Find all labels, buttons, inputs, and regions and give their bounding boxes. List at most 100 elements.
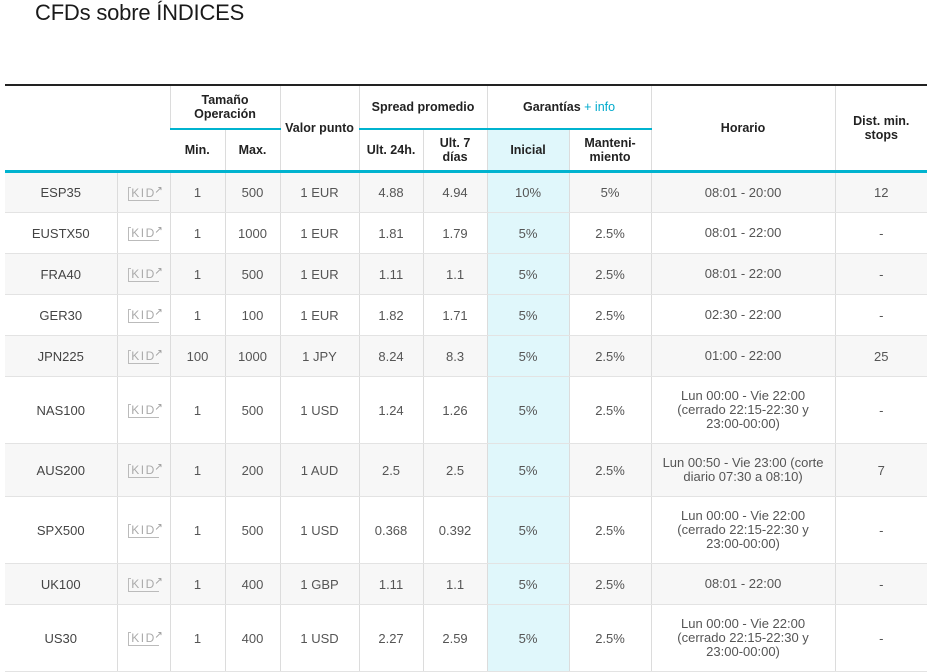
kid-document-link[interactable]: KID ↗ [128, 402, 163, 418]
garantia-mantenimiento-cell: 2.5% [568, 335, 652, 377]
dist-min-stops-cell: - [834, 496, 928, 564]
horario-cell: 08:01 - 22:00 [650, 563, 836, 605]
dist-min-stops-cell: 12 [834, 171, 928, 213]
kid-document-link[interactable]: KID ↗ [128, 184, 163, 201]
header-spread: Spread promedio [358, 85, 488, 130]
valor-punto-cell: 1 EUR [279, 171, 360, 213]
kid-document-link[interactable]: KID ↗ [128, 225, 163, 241]
min-cell: 1 [169, 212, 225, 254]
spread-24h-cell: 1.24 [358, 376, 424, 444]
max-cell: 400 [224, 604, 281, 672]
valor-punto-cell: 1 EUR [279, 253, 360, 295]
spread-7d-cell: 8.3 [422, 335, 488, 377]
external-link-icon: ↗ [154, 402, 163, 413]
header-ult24: Ult. 24h. [358, 129, 424, 173]
garantia-inicial-cell: 5% [486, 563, 570, 605]
dist-min-stops-cell: - [834, 212, 928, 254]
min-cell: 1 [169, 171, 225, 213]
spread-24h-cell: 1.11 [358, 253, 424, 295]
garantia-inicial-cell: 5% [486, 253, 570, 295]
garantia-mantenimiento-cell: 2.5% [568, 253, 652, 295]
kid-cell: KID ↗ [116, 443, 170, 497]
header-horario: Horario [650, 85, 836, 173]
instrument-name: AUS200 [5, 443, 117, 497]
max-cell: 500 [224, 253, 281, 295]
spread-24h-cell: 1.82 [358, 294, 424, 336]
horario-cell: Lun 00:50 - Vie 23:00 (corte diario 07:3… [650, 443, 836, 497]
kid-label: KID [131, 631, 156, 645]
valor-punto-cell: 1 USD [279, 604, 360, 672]
kid-cell: KID ↗ [116, 294, 170, 336]
kid-cell: KID ↗ [116, 376, 170, 444]
max-cell: 400 [224, 563, 281, 605]
instrument-name: ESP35 [5, 171, 117, 213]
external-link-icon: ↗ [154, 307, 163, 318]
horario-cell: Lun 00:00 - Vie 22:00 (cerrado 22:15-22:… [650, 496, 836, 564]
kid-label: KID [131, 308, 156, 322]
instrument-name: UK100 [5, 563, 117, 605]
kid-label: KID [131, 349, 156, 363]
max-cell: 1000 [224, 212, 281, 254]
kid-cell: KID ↗ [116, 496, 170, 564]
max-cell: 500 [224, 171, 281, 213]
kid-cell: KID ↗ [116, 335, 170, 377]
external-link-icon: ↗ [154, 522, 163, 533]
garantia-mantenimiento-cell: 5% [568, 171, 652, 213]
spread-24h-cell: 1.81 [358, 212, 424, 254]
garantia-inicial-cell: 5% [486, 335, 570, 377]
spread-7d-cell: 1.1 [422, 253, 488, 295]
table-row: AUS200 KID ↗ 1 200 1 AUD 2.5 2.5 5% 2.5% Lun 00:50… [5, 443, 928, 497]
external-link-icon: ↗ [154, 630, 163, 641]
horario-cell: 01:00 - 22:00 [650, 335, 836, 377]
spread-24h-cell: 0.368 [358, 496, 424, 564]
spread-7d-cell: 1.26 [422, 376, 488, 444]
table-row: JPN225 KID ↗ 100 1000 1 JPY 8.24 8.3 5% 2.5% 01:00… [5, 335, 928, 377]
min-cell: 1 [169, 253, 225, 295]
kid-document-link[interactable]: KID ↗ [128, 348, 163, 364]
table-row: FRA40 KID ↗ 1 500 1 EUR 1.11 1.1 5% 2.5% 08:01 - 2… [5, 253, 928, 295]
dist-min-stops-cell: - [834, 294, 928, 336]
spread-7d-cell: 4.94 [422, 171, 488, 213]
garantia-inicial-cell: 5% [486, 376, 570, 444]
kid-document-link[interactable]: KID ↗ [128, 462, 163, 478]
min-cell: 1 [169, 496, 225, 564]
garantias-info-link[interactable]: + info [584, 100, 616, 114]
spread-7d-cell: 2.5 [422, 443, 488, 497]
spread-7d-cell: 1.1 [422, 563, 488, 605]
max-cell: 500 [224, 496, 281, 564]
kid-label: KID [131, 577, 156, 591]
spread-7d-cell: 0.392 [422, 496, 488, 564]
kid-cell: KID ↗ [116, 563, 170, 605]
header-dist: Dist. min. stops [834, 85, 928, 173]
kid-cell: KID ↗ [116, 212, 170, 254]
header-min: Min. [170, 129, 225, 173]
valor-punto-cell: 1 USD [279, 496, 360, 564]
table-row: SPX500 KID ↗ 1 500 1 USD 0.368 0.392 5% 2.5% Lun 0… [5, 496, 928, 564]
indices-table: Tamaño Operación Valor punto Spread prom… [5, 84, 928, 672]
kid-cell: KID ↗ [116, 253, 170, 295]
max-cell: 100 [224, 294, 281, 336]
horario-cell: Lun 00:00 - Vie 22:00 (cerrado 22:15-22:… [650, 376, 836, 444]
dist-min-stops-cell: - [834, 604, 928, 672]
kid-document-link[interactable]: KID ↗ [128, 630, 163, 646]
dist-min-stops-cell: - [834, 253, 928, 295]
instrument-name: FRA40 [5, 253, 117, 295]
page-title: CFDs sobre ÍNDICES [35, 0, 245, 25]
garantia-inicial-cell: 5% [486, 496, 570, 564]
kid-document-link[interactable]: KID ↗ [128, 266, 163, 282]
dist-min-stops-cell: 25 [834, 335, 928, 377]
header-ult7: Ult. 7 días [422, 129, 488, 173]
kid-label: KID [131, 267, 156, 281]
kid-document-link[interactable]: KID ↗ [128, 576, 163, 592]
external-link-icon: ↗ [154, 184, 163, 196]
kid-document-link[interactable]: KID ↗ [128, 522, 163, 538]
min-cell: 1 [169, 376, 225, 444]
spread-24h-cell: 8.24 [358, 335, 424, 377]
kid-label: KID [131, 463, 156, 477]
valor-punto-cell: 1 GBP [279, 563, 360, 605]
dist-min-stops-cell: - [834, 376, 928, 444]
garantia-inicial-cell: 5% [486, 294, 570, 336]
instrument-name: GER30 [5, 294, 117, 336]
kid-label: KID [131, 523, 156, 537]
kid-document-link[interactable]: KID ↗ [128, 307, 163, 323]
